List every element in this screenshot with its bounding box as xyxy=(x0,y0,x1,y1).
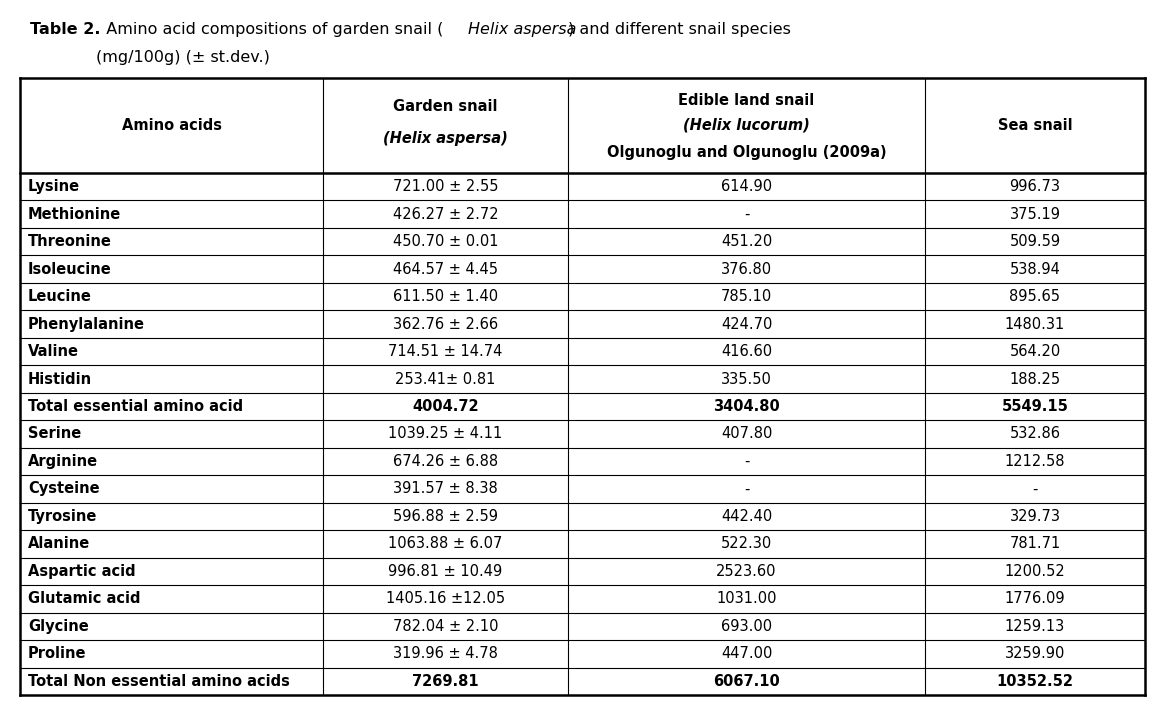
Text: 532.86: 532.86 xyxy=(1009,427,1060,441)
Text: 1405.16 ±12.05: 1405.16 ±12.05 xyxy=(386,591,505,607)
Text: 329.73: 329.73 xyxy=(1009,509,1060,524)
Text: Phenylalanine: Phenylalanine xyxy=(28,316,146,332)
Text: Leucine: Leucine xyxy=(28,289,92,304)
Text: 1039.25 ± 4.11: 1039.25 ± 4.11 xyxy=(389,427,503,441)
Text: 564.20: 564.20 xyxy=(1009,344,1060,359)
Text: Methionine: Methionine xyxy=(28,207,121,221)
Text: 426.27 ± 2.72: 426.27 ± 2.72 xyxy=(392,207,498,221)
Text: Glycine: Glycine xyxy=(28,619,88,634)
Text: 782.04 ± 2.10: 782.04 ± 2.10 xyxy=(392,619,498,634)
Text: 611.50 ± 1.40: 611.50 ± 1.40 xyxy=(393,289,498,304)
Text: Edible land snail: Edible land snail xyxy=(679,93,815,108)
Text: 188.25: 188.25 xyxy=(1009,372,1060,387)
Text: Histidin: Histidin xyxy=(28,372,92,387)
Text: 424.70: 424.70 xyxy=(721,316,772,332)
Text: 2523.60: 2523.60 xyxy=(716,564,776,579)
Text: Amino acid compositions of garden snail (: Amino acid compositions of garden snail … xyxy=(95,22,443,37)
Text: 721.00 ± 2.55: 721.00 ± 2.55 xyxy=(392,179,498,194)
Text: Tyrosine: Tyrosine xyxy=(28,509,98,524)
Text: 1063.88 ± 6.07: 1063.88 ± 6.07 xyxy=(389,536,503,551)
Text: 1031.00: 1031.00 xyxy=(716,591,776,607)
Text: 1212.58: 1212.58 xyxy=(1005,454,1065,469)
Text: -: - xyxy=(744,482,750,496)
Text: -: - xyxy=(1032,482,1037,496)
Text: 5549.15: 5549.15 xyxy=(1001,399,1069,414)
Text: 1480.31: 1480.31 xyxy=(1005,316,1065,332)
Text: Valine: Valine xyxy=(28,344,79,359)
Text: 614.90: 614.90 xyxy=(721,179,772,194)
Text: Aspartic acid: Aspartic acid xyxy=(28,564,136,579)
Text: ) and different snail species: ) and different snail species xyxy=(568,22,790,37)
Text: 714.51 ± 14.74: 714.51 ± 14.74 xyxy=(389,344,503,359)
Text: Lysine: Lysine xyxy=(28,179,80,194)
Text: Glutamic acid: Glutamic acid xyxy=(28,591,141,607)
Text: (Helix aspersa): (Helix aspersa) xyxy=(383,131,508,146)
Text: Amino acids: Amino acids xyxy=(121,118,221,133)
Text: 996.81 ± 10.49: 996.81 ± 10.49 xyxy=(389,564,503,579)
Text: Sea snail: Sea snail xyxy=(998,118,1072,133)
Text: 3404.80: 3404.80 xyxy=(714,399,780,414)
Text: Olgunoglu and Olgunoglu (2009a): Olgunoglu and Olgunoglu (2009a) xyxy=(606,145,886,160)
Text: Threonine: Threonine xyxy=(28,234,112,249)
Text: 376.80: 376.80 xyxy=(721,262,772,277)
Text: 693.00: 693.00 xyxy=(721,619,772,634)
Text: Garden snail: Garden snail xyxy=(393,99,498,114)
Text: 447.00: 447.00 xyxy=(721,646,772,662)
Text: 509.59: 509.59 xyxy=(1009,234,1060,249)
Text: 781.71: 781.71 xyxy=(1009,536,1060,551)
Text: 319.96 ± 4.78: 319.96 ± 4.78 xyxy=(393,646,498,662)
Text: 362.76 ± 2.66: 362.76 ± 2.66 xyxy=(393,316,498,332)
Text: Helix aspersa: Helix aspersa xyxy=(468,22,576,37)
Text: 1776.09: 1776.09 xyxy=(1005,591,1065,607)
Text: 1259.13: 1259.13 xyxy=(1005,619,1065,634)
Text: 464.57 ± 4.45: 464.57 ± 4.45 xyxy=(393,262,498,277)
Text: 6067.10: 6067.10 xyxy=(714,673,780,689)
Text: Arginine: Arginine xyxy=(28,454,98,469)
Text: 785.10: 785.10 xyxy=(721,289,772,304)
Text: 416.60: 416.60 xyxy=(721,344,772,359)
Text: (Helix lucorum): (Helix lucorum) xyxy=(683,118,810,133)
Text: 895.65: 895.65 xyxy=(1009,289,1060,304)
Text: 10352.52: 10352.52 xyxy=(996,673,1073,689)
Text: 451.20: 451.20 xyxy=(721,234,772,249)
Text: Cysteine: Cysteine xyxy=(28,482,100,496)
Text: 996.73: 996.73 xyxy=(1009,179,1060,194)
Text: Proline: Proline xyxy=(28,646,86,662)
Text: Table 2.: Table 2. xyxy=(30,22,100,37)
Text: 596.88 ± 2.59: 596.88 ± 2.59 xyxy=(393,509,498,524)
Text: 450.70 ± 0.01: 450.70 ± 0.01 xyxy=(392,234,498,249)
Text: Serine: Serine xyxy=(28,427,81,441)
Text: 674.26 ± 6.88: 674.26 ± 6.88 xyxy=(393,454,498,469)
Text: 391.57 ± 8.38: 391.57 ± 8.38 xyxy=(393,482,498,496)
Text: -: - xyxy=(744,454,750,469)
Text: 407.80: 407.80 xyxy=(721,427,772,441)
Text: 375.19: 375.19 xyxy=(1009,207,1060,221)
Text: 7269.81: 7269.81 xyxy=(412,673,478,689)
Text: 3259.90: 3259.90 xyxy=(1005,646,1065,662)
Text: 253.41± 0.81: 253.41± 0.81 xyxy=(396,372,496,387)
Text: 442.40: 442.40 xyxy=(721,509,772,524)
Text: -: - xyxy=(744,207,750,221)
Text: Alanine: Alanine xyxy=(28,536,91,551)
Text: 522.30: 522.30 xyxy=(721,536,772,551)
Text: Isoleucine: Isoleucine xyxy=(28,262,112,277)
Text: 4004.72: 4004.72 xyxy=(412,399,478,414)
Text: (mg/100g) (± st.dev.): (mg/100g) (± st.dev.) xyxy=(95,50,270,65)
Text: 1200.52: 1200.52 xyxy=(1005,564,1065,579)
Text: 538.94: 538.94 xyxy=(1009,262,1060,277)
Text: 335.50: 335.50 xyxy=(721,372,772,387)
Text: Total Non essential amino acids: Total Non essential amino acids xyxy=(28,673,290,689)
Text: Total essential amino acid: Total essential amino acid xyxy=(28,399,243,414)
